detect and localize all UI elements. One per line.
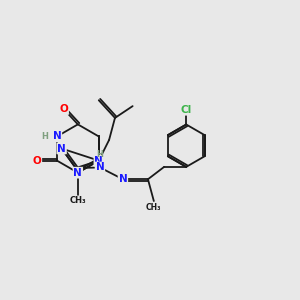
Text: N: N [96,163,104,172]
Text: CH₃: CH₃ [70,196,86,205]
Text: N: N [118,174,127,184]
Text: CH₃: CH₃ [146,202,162,211]
Text: H: H [97,150,104,159]
Text: H: H [41,132,48,141]
Text: N: N [52,131,61,142]
Text: N: N [57,143,66,154]
Text: Cl: Cl [181,105,192,115]
Text: N: N [94,156,103,166]
Text: N: N [74,168,82,178]
Text: O: O [59,104,68,114]
Text: O: O [33,156,41,166]
